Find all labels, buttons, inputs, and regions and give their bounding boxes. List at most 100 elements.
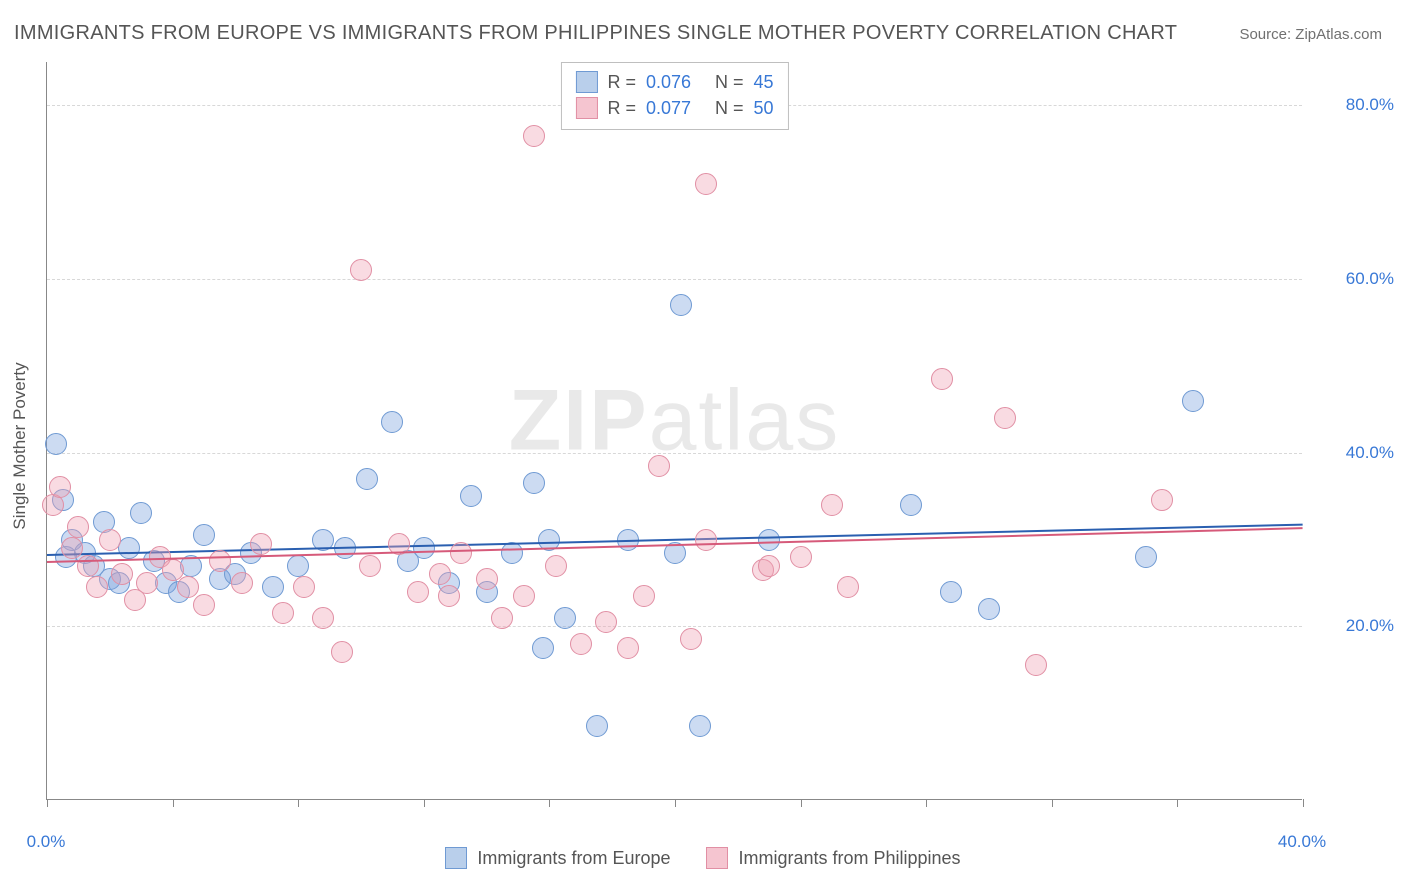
legend-r-label: R =	[607, 95, 636, 121]
source-attribution: Source: ZipAtlas.com	[1239, 26, 1382, 43]
legend-row: R = 0.076 N = 45	[575, 69, 773, 95]
legend-n-label: N =	[715, 69, 744, 95]
scatter-point	[680, 628, 702, 650]
scatter-point	[1025, 654, 1047, 676]
scatter-point	[1135, 546, 1157, 568]
legend-series-name: Immigrants from Philippines	[738, 848, 960, 869]
scatter-point	[413, 537, 435, 559]
scatter-point	[111, 563, 133, 585]
scatter-point	[940, 581, 962, 603]
scatter-point	[617, 637, 639, 659]
legend-n-value: 45	[754, 69, 774, 95]
scatter-point	[821, 494, 843, 516]
scatter-point	[359, 555, 381, 577]
scatter-point	[407, 581, 429, 603]
legend-series-name: Immigrants from Europe	[477, 848, 670, 869]
legend-r-value: 0.076	[646, 69, 691, 95]
x-tick-label: 0.0%	[27, 832, 66, 852]
scatter-point	[1182, 390, 1204, 412]
scatter-point	[695, 173, 717, 195]
scatter-point	[978, 598, 1000, 620]
scatter-point	[381, 411, 403, 433]
x-tick-mark	[424, 799, 425, 807]
x-tick-mark	[801, 799, 802, 807]
y-tick-label: 20.0%	[1314, 616, 1394, 636]
scatter-point	[695, 529, 717, 551]
legend-n-value: 50	[754, 95, 774, 121]
scatter-point	[648, 455, 670, 477]
scatter-point	[118, 537, 140, 559]
scatter-point	[250, 533, 272, 555]
scatter-point	[193, 594, 215, 616]
scatter-point	[460, 485, 482, 507]
scatter-point	[231, 572, 253, 594]
scatter-point	[350, 259, 372, 281]
y-tick-label: 60.0%	[1314, 269, 1394, 289]
scatter-point	[293, 576, 315, 598]
x-tick-mark	[298, 799, 299, 807]
legend-swatch	[445, 847, 467, 869]
x-tick-mark	[1303, 799, 1304, 807]
legend-swatch	[575, 71, 597, 93]
legend-item: Immigrants from Europe	[445, 847, 670, 869]
scatter-point	[45, 433, 67, 455]
scatter-point	[586, 715, 608, 737]
x-tick-mark	[47, 799, 48, 807]
scatter-point	[99, 529, 121, 551]
scatter-point	[837, 576, 859, 598]
scatter-point	[670, 294, 692, 316]
scatter-point	[438, 585, 460, 607]
x-tick-mark	[1177, 799, 1178, 807]
scatter-point	[532, 637, 554, 659]
scatter-point	[61, 537, 83, 559]
scatter-point	[570, 633, 592, 655]
y-axis-label: Single Mother Poverty	[10, 362, 30, 529]
scatter-point	[177, 576, 199, 598]
legend-r-label: R =	[607, 69, 636, 95]
x-tick-mark	[173, 799, 174, 807]
scatter-point	[356, 468, 378, 490]
scatter-point	[476, 568, 498, 590]
scatter-point	[554, 607, 576, 629]
scatter-point	[130, 502, 152, 524]
chart-title: IMMIGRANTS FROM EUROPE VS IMMIGRANTS FRO…	[14, 22, 1177, 45]
series-legend: Immigrants from Europe Immigrants from Ph…	[0, 847, 1406, 874]
x-tick-mark	[1052, 799, 1053, 807]
scatter-point	[994, 407, 1016, 429]
scatter-point	[77, 555, 99, 577]
scatter-point	[523, 472, 545, 494]
scatter-point	[331, 641, 353, 663]
scatter-point	[758, 529, 780, 551]
scatter-point	[523, 125, 545, 147]
scatter-point	[545, 555, 567, 577]
scatter-point	[86, 576, 108, 598]
scatter-point	[262, 576, 284, 598]
scatter-point	[209, 550, 231, 572]
legend-n-label: N =	[715, 95, 744, 121]
gridline-h	[47, 453, 1302, 454]
scatter-point	[450, 542, 472, 564]
legend-item: Immigrants from Philippines	[706, 847, 960, 869]
y-tick-label: 40.0%	[1314, 443, 1394, 463]
scatter-point	[312, 607, 334, 629]
scatter-point	[633, 585, 655, 607]
x-tick-mark	[675, 799, 676, 807]
legend-r-value: 0.077	[646, 95, 691, 121]
gridline-h	[47, 626, 1302, 627]
legend-row: R = 0.077 N = 50	[575, 95, 773, 121]
scatter-point	[162, 559, 184, 581]
scatter-point	[790, 546, 812, 568]
scatter-point	[1151, 489, 1173, 511]
scatter-point	[513, 585, 535, 607]
x-tick-mark	[549, 799, 550, 807]
legend-swatch	[706, 847, 728, 869]
scatter-point	[931, 368, 953, 390]
scatter-point	[49, 476, 71, 498]
y-tick-label: 80.0%	[1314, 95, 1394, 115]
scatter-point	[67, 516, 89, 538]
gridline-h	[47, 279, 1302, 280]
scatter-point	[595, 611, 617, 633]
x-tick-mark	[926, 799, 927, 807]
scatter-plot-area: ZIPatlas R =0.076N =45R =0.077N =50 20.0…	[46, 62, 1302, 800]
x-tick-label: 40.0%	[1278, 832, 1326, 852]
